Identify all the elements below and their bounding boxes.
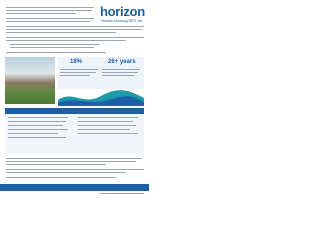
photo: [5, 57, 55, 104]
text-line: [6, 172, 126, 174]
logo: horizon: [100, 4, 145, 19]
text-line: [6, 29, 142, 31]
stat-value: 18%: [70, 59, 83, 65]
factsheet: horizon Horizon Housing REIT plc 18% 26+…: [0, 0, 149, 198]
text-line: [6, 158, 142, 160]
text-line: [6, 26, 144, 28]
text-line: [78, 133, 138, 135]
text-line: [6, 161, 136, 163]
text-line: [78, 125, 136, 127]
wave: [58, 96, 144, 106]
stat-value: 26+ years: [108, 59, 136, 65]
text-line: [6, 32, 116, 34]
text-line: [102, 72, 138, 74]
text-line: [78, 117, 138, 119]
text-line: [8, 133, 58, 135]
text-line: [60, 72, 96, 74]
text-line: [102, 75, 134, 77]
text-line: [60, 69, 98, 71]
text-line: [10, 47, 94, 49]
text-line: [8, 125, 63, 127]
text-line: [6, 37, 144, 39]
text-line: [78, 129, 130, 131]
footer-line: [100, 193, 144, 195]
text-line: [6, 18, 94, 20]
text-line: [6, 10, 92, 12]
text-line: [8, 117, 68, 119]
text-line: [8, 137, 66, 139]
text-line: [78, 121, 133, 123]
text-line: [6, 52, 106, 54]
text-line: [60, 75, 90, 77]
text-line: [6, 177, 116, 179]
table-header: [5, 108, 144, 114]
footer-bar: [0, 184, 149, 191]
text-line: [8, 121, 66, 123]
text-line: [6, 40, 126, 42]
text-line: [6, 13, 76, 15]
wave-graphic: [58, 90, 144, 106]
text-line: [6, 169, 144, 171]
text-line: [6, 21, 90, 23]
subtitle: Horizon Housing REIT plc: [101, 19, 143, 23]
text-line: [6, 164, 106, 166]
text-line: [102, 69, 140, 71]
text-line: [10, 44, 100, 46]
text-line: [8, 129, 68, 131]
text-line: [6, 7, 94, 9]
